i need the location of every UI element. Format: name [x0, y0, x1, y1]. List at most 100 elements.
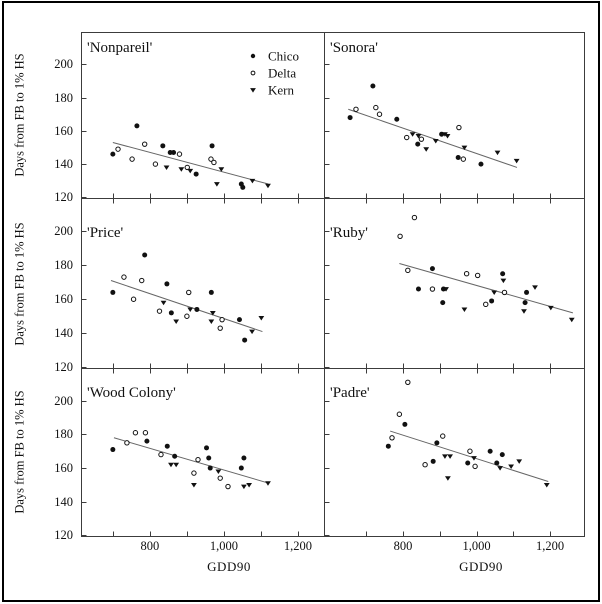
data-point-kern	[215, 469, 222, 475]
series-delta	[124, 430, 231, 490]
panel-sonora-plot: 'Sonora'	[324, 32, 585, 199]
y-tick-label: 120	[54, 190, 73, 205]
panel-title: 'Ruby'	[330, 225, 368, 241]
data-point-chico	[110, 447, 116, 453]
data-point-chico	[500, 271, 506, 277]
series-kern	[409, 132, 520, 164]
data-point-delta	[467, 448, 473, 454]
data-point-delta	[474, 272, 481, 279]
y-tick-label: 140	[54, 494, 73, 509]
data-point-chico	[430, 458, 436, 464]
data-point-delta	[405, 267, 411, 274]
data-point-delta	[501, 289, 508, 296]
y-tick-label: 180	[54, 427, 73, 442]
data-point-chico	[164, 443, 170, 449]
legend-label-delta: Delta	[268, 66, 296, 81]
y-tick-label: 140	[54, 326, 73, 341]
data-point-delta	[397, 233, 403, 239]
data-point-kern	[208, 319, 215, 324]
series-kern	[163, 165, 271, 189]
panel-title: 'Padre'	[330, 385, 370, 401]
data-point-kern	[568, 317, 575, 323]
x-tick-label: 1,000	[462, 539, 491, 553]
data-point-chico	[499, 452, 505, 458]
data-point-chico	[164, 281, 170, 287]
data-point-kern	[173, 462, 180, 468]
y-tick-label: 140	[54, 157, 73, 172]
data-point-delta	[139, 277, 145, 284]
legend-marker-chico	[250, 53, 256, 59]
data-point-kern	[265, 481, 271, 486]
series-kern	[443, 278, 575, 323]
data-point-chico	[415, 286, 421, 292]
data-point-delta	[422, 461, 428, 468]
data-point-delta	[186, 289, 192, 296]
x-tick-label: 800	[393, 539, 413, 553]
series-delta	[389, 379, 478, 470]
trend-line	[112, 142, 269, 185]
data-point-chico	[434, 440, 440, 446]
data-point-delta	[405, 379, 411, 385]
data-point-chico	[241, 455, 247, 461]
data-point-chico	[171, 149, 177, 155]
data-point-chico	[110, 289, 116, 295]
data-point-kern	[213, 182, 220, 187]
data-point-kern	[461, 307, 468, 313]
data-point-kern	[471, 456, 477, 461]
data-point-kern	[187, 168, 194, 174]
y-tick-label: 180	[54, 258, 73, 273]
data-point-kern	[442, 132, 448, 137]
data-point-delta	[440, 433, 446, 439]
y-tick-label: 200	[54, 57, 73, 72]
data-point-chico	[455, 154, 461, 160]
tick-marks	[325, 64, 551, 198]
data-point-delta	[152, 161, 159, 167]
data-point-chico	[242, 337, 248, 343]
trend-line	[390, 430, 549, 482]
series-delta	[115, 141, 217, 171]
data-point-kern	[432, 138, 439, 144]
data-point-delta	[429, 286, 436, 292]
legend-marker-kern	[250, 88, 256, 93]
y-tick-label: 180	[54, 90, 73, 105]
data-point-delta	[376, 111, 383, 117]
data-point-chico	[110, 151, 116, 157]
data-point-delta	[141, 141, 148, 147]
data-point-chico	[440, 300, 446, 306]
data-point-delta	[225, 483, 231, 490]
series-chico	[385, 421, 505, 466]
data-point-chico	[209, 143, 215, 149]
data-point-delta	[418, 136, 425, 142]
data-point-delta	[191, 470, 197, 476]
data-point-chico	[142, 252, 148, 258]
series-chico	[347, 83, 484, 167]
data-point-delta	[373, 104, 379, 111]
y-tick-label: 200	[54, 224, 73, 239]
data-point-chico	[522, 300, 528, 306]
panel-title: 'Sonora'	[330, 40, 378, 56]
y-axis-label-row1: Days from FB to 1% HS	[12, 53, 27, 177]
data-point-delta	[217, 325, 223, 331]
data-point-delta	[456, 124, 462, 131]
data-point-kern	[442, 454, 448, 459]
data-point-delta	[217, 475, 223, 481]
data-point-chico	[168, 310, 174, 316]
data-point-chico	[194, 306, 200, 312]
data-point-kern	[444, 476, 451, 481]
data-point-chico	[347, 115, 353, 121]
data-point-kern	[461, 145, 468, 151]
x-tick-label: 1,200	[283, 539, 313, 553]
x-tick-label: 1,000	[209, 539, 238, 553]
y-tick-label: 120	[54, 360, 73, 375]
trend-line	[348, 108, 518, 168]
data-point-delta	[115, 146, 121, 152]
tick-marks	[82, 64, 299, 198]
data-point-delta	[142, 430, 149, 436]
data-point-kern	[218, 167, 225, 172]
data-point-chico	[144, 438, 150, 444]
panel-frame	[81, 198, 325, 369]
data-point-kern	[173, 319, 180, 324]
data-point-delta	[483, 301, 489, 308]
data-point-chico	[238, 465, 244, 471]
